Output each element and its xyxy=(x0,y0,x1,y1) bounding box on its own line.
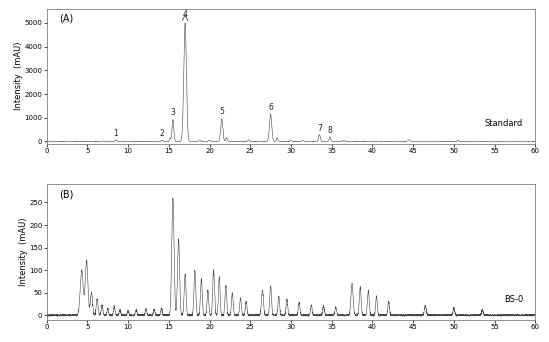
Text: (A): (A) xyxy=(59,14,73,24)
Text: 1: 1 xyxy=(114,129,118,138)
Y-axis label: Intensity  (mAU): Intensity (mAU) xyxy=(19,218,27,286)
Text: 3: 3 xyxy=(170,108,175,117)
Text: Standard: Standard xyxy=(485,119,523,128)
Text: 5: 5 xyxy=(219,107,224,116)
Text: BS-0: BS-0 xyxy=(504,294,523,304)
Text: 4: 4 xyxy=(183,10,188,18)
Text: 2: 2 xyxy=(160,129,165,138)
Text: (B): (B) xyxy=(59,190,73,200)
Y-axis label: Intensity  (mAU): Intensity (mAU) xyxy=(14,42,23,110)
Text: 7: 7 xyxy=(317,124,322,133)
Text: 6: 6 xyxy=(268,103,273,112)
Text: 8: 8 xyxy=(328,126,333,135)
